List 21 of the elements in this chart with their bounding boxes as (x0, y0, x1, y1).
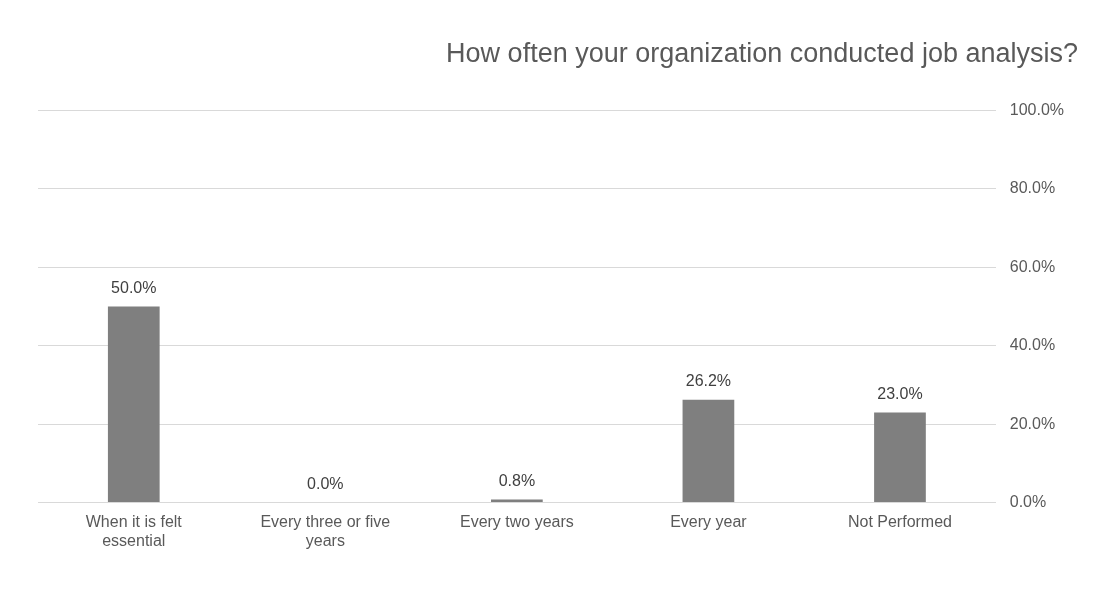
y-tick-label: 0.0% (1009, 493, 1047, 511)
bar (682, 399, 735, 503)
x-tick-label: Every two years (459, 512, 574, 530)
data-label: 50.0% (111, 278, 157, 296)
bar (491, 499, 543, 503)
data-label: 0.8% (498, 471, 536, 489)
y-tick-label: 20.0% (1009, 414, 1056, 432)
y-tick-label: 100.0% (1009, 100, 1064, 118)
x-tick-label: When it is felt essential (85, 512, 183, 549)
x-tick-label: Not Performed (847, 512, 952, 530)
x-tick-label: Every year (670, 512, 748, 530)
y-tick-label: 40.0% (1009, 336, 1056, 354)
y-tick-label: 60.0% (1009, 257, 1056, 275)
data-label: 23.0% (877, 384, 923, 402)
x-tick-label: Every three or five years (260, 512, 391, 549)
bar (107, 306, 160, 503)
data-label: 0.0% (307, 475, 344, 493)
y-tick-label: 80.0% (1009, 179, 1056, 197)
data-label: 26.2% (685, 372, 732, 390)
bar (874, 412, 926, 503)
chart-title: How often your organization conducted job analysis? (446, 37, 1078, 68)
